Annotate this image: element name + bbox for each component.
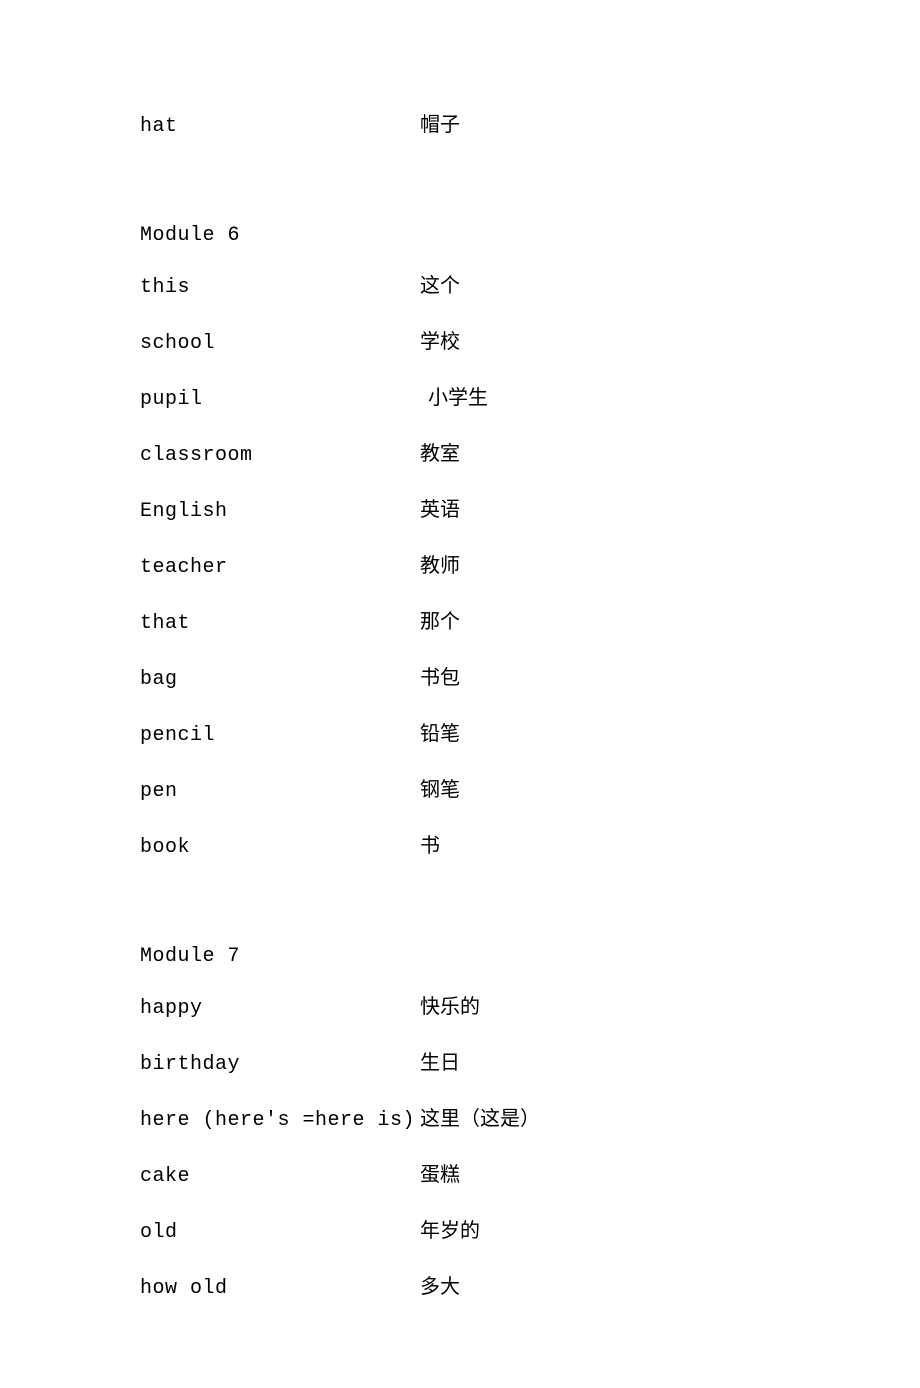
english-term: bag (140, 665, 420, 695)
chinese-definition: 那个 (420, 607, 460, 637)
chinese-definition: 铅笔 (420, 719, 460, 749)
chinese-definition: 学校 (420, 327, 460, 357)
module-heading: Module 6 (140, 224, 780, 247)
english-term: birthday (140, 1050, 420, 1080)
vocab-row: book 书 (140, 831, 780, 863)
vocab-row: cake 蛋糕 (140, 1160, 780, 1192)
chinese-definition: 小学生 (420, 383, 488, 413)
vocab-row: hat 帽子 (140, 110, 780, 142)
vocab-row: English 英语 (140, 495, 780, 527)
english-term: classroom (140, 441, 420, 471)
vocab-row: bag 书包 (140, 663, 780, 695)
english-term: that (140, 609, 420, 639)
english-term: this (140, 273, 420, 303)
section-gap (140, 887, 780, 945)
english-term: school (140, 329, 420, 359)
vocab-row: pen 钢笔 (140, 775, 780, 807)
vocab-row: old 年岁的 (140, 1216, 780, 1248)
vocab-row: pupil 小学生 (140, 383, 780, 415)
chinese-definition: 蛋糕 (420, 1160, 460, 1190)
chinese-definition: 多大 (420, 1272, 460, 1302)
english-term: pencil (140, 721, 420, 751)
vocab-row: how old 多大 (140, 1272, 780, 1304)
chinese-definition: 书包 (420, 663, 460, 693)
vocab-row: school 学校 (140, 327, 780, 359)
english-term: teacher (140, 553, 420, 583)
english-term: English (140, 497, 420, 527)
english-term: here (here's =here is) (140, 1106, 420, 1136)
english-term: cake (140, 1162, 420, 1192)
chinese-definition: 书 (420, 831, 440, 861)
vocab-row: this 这个 (140, 271, 780, 303)
module-heading: Module 7 (140, 945, 780, 968)
vocab-row: birthday 生日 (140, 1048, 780, 1080)
vocab-row: happy 快乐的 (140, 992, 780, 1024)
vocab-row: pencil 铅笔 (140, 719, 780, 751)
vocab-row: teacher 教师 (140, 551, 780, 583)
chinese-definition: 英语 (420, 495, 460, 525)
chinese-definition: 年岁的 (420, 1216, 480, 1246)
chinese-definition: 帽子 (420, 110, 460, 140)
english-term: hat (140, 112, 420, 142)
english-term: book (140, 833, 420, 863)
chinese-definition: 这个 (420, 271, 460, 301)
chinese-definition: 教师 (420, 551, 460, 581)
vocab-row: here (here's =here is) 这里（这是） (140, 1104, 780, 1136)
english-term: happy (140, 994, 420, 1024)
chinese-definition: 这里（这是） (420, 1104, 540, 1134)
english-term: pupil (140, 385, 420, 415)
chinese-definition: 钢笔 (420, 775, 460, 805)
chinese-definition: 生日 (420, 1048, 460, 1078)
vocab-row: that 那个 (140, 607, 780, 639)
chinese-definition: 快乐的 (420, 992, 480, 1022)
chinese-definition: 教室 (420, 439, 460, 469)
vocab-row: classroom 教室 (140, 439, 780, 471)
section-gap (140, 166, 780, 224)
english-term: how old (140, 1274, 420, 1304)
english-term: pen (140, 777, 420, 807)
english-term: old (140, 1218, 420, 1248)
